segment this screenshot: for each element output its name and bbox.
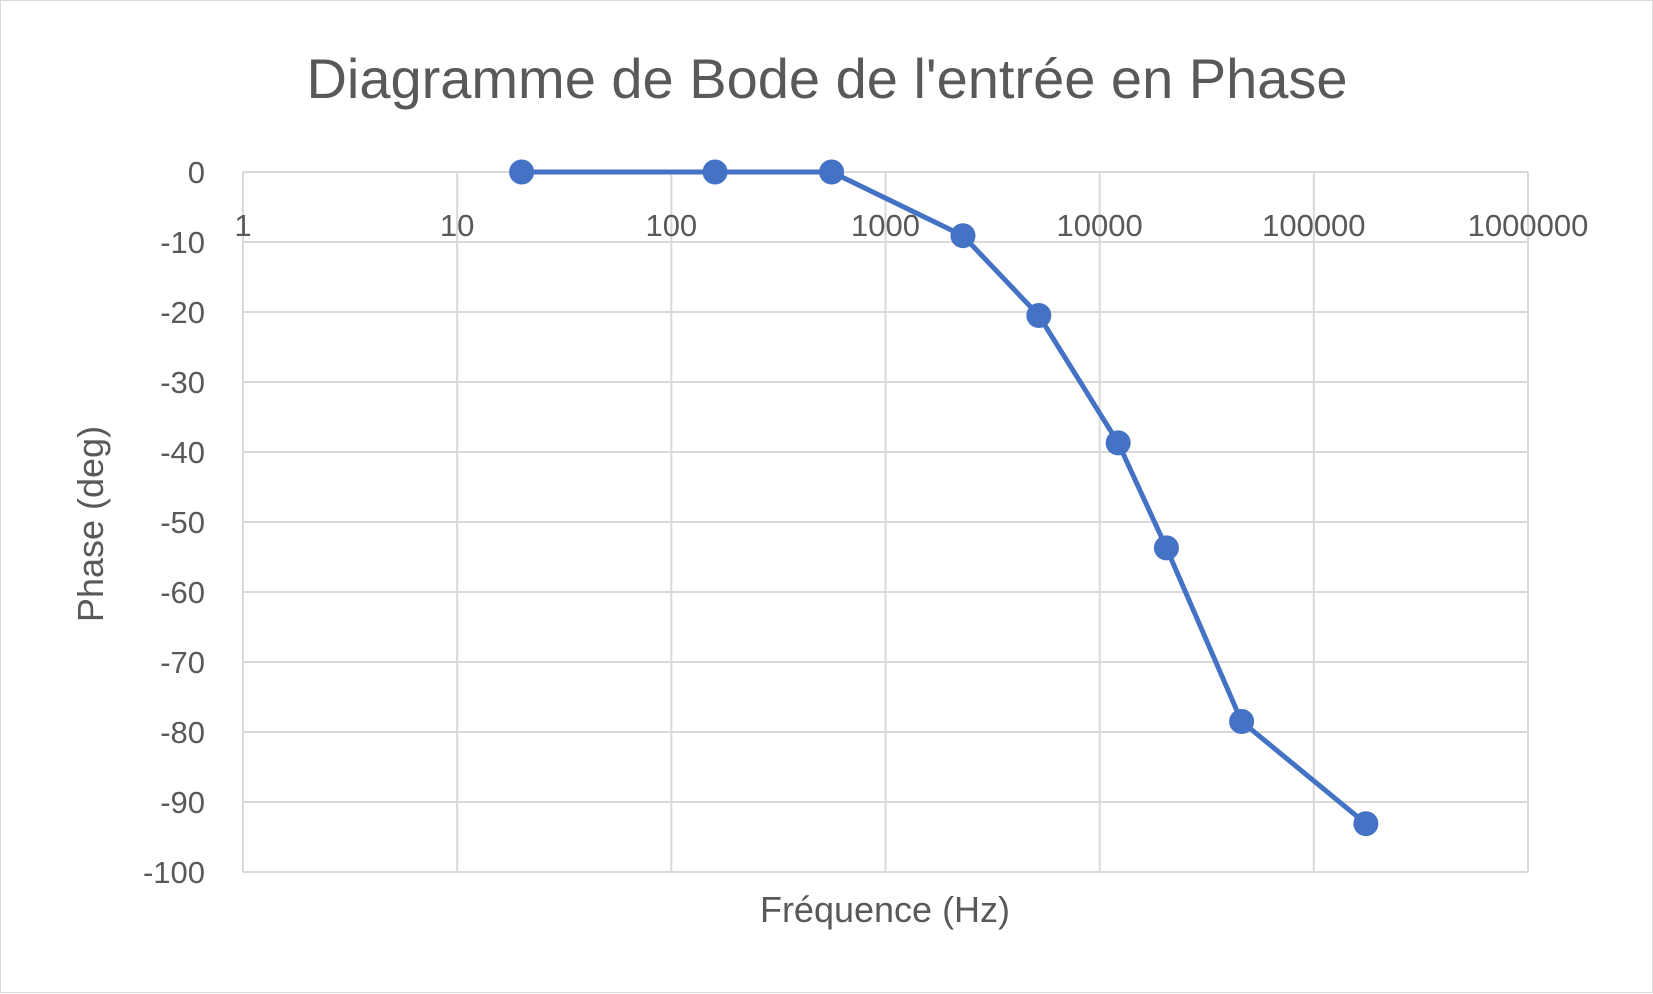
data-point (1105, 430, 1131, 456)
data-point (819, 159, 845, 185)
y-tick-label: -80 (160, 715, 205, 750)
data-point (509, 159, 535, 185)
series-layer (509, 159, 1379, 837)
y-tick-label: -30 (160, 365, 205, 400)
y-tick-label: -40 (160, 435, 205, 470)
data-point (950, 223, 976, 249)
y-tick-label: -10 (160, 225, 205, 260)
y-tick-label: -90 (160, 785, 205, 820)
data-point (1026, 303, 1052, 328)
y-tick-label: -50 (160, 505, 205, 540)
x-tick-label: 1000 (851, 208, 920, 243)
x-tick-label: 1 (234, 208, 251, 243)
x-tick-label: 10000 (1057, 208, 1143, 243)
x-tick-label: 100 (645, 208, 697, 243)
y-tick-label: -70 (160, 645, 205, 680)
x-tick-label: 100000 (1262, 208, 1365, 243)
data-point (1229, 709, 1255, 734)
y-tick-label: -100 (143, 855, 205, 890)
y-axis-title: Phase (deg) (70, 426, 111, 622)
y-tick-label: -60 (160, 575, 205, 610)
grid-layer (242, 171, 1529, 873)
y-tick-label: 0 (188, 155, 205, 190)
data-point (1353, 811, 1379, 837)
x-axis-title: Fréquence (Hz) (760, 889, 1010, 930)
x-tick-label: 1000000 (1468, 208, 1589, 243)
x-tick-label: 10 (440, 208, 474, 243)
y-tick-label: -20 (160, 295, 205, 330)
chart-title: Diagramme de Bode de l'entrée en Phase (306, 47, 1347, 110)
data-point (1153, 535, 1179, 561)
data-point (702, 159, 728, 185)
tick-layer: 0 -10 -20 -30 -40 -50 -60 -70 -80 -90 -100 1 10 100 10… (143, 155, 1588, 890)
